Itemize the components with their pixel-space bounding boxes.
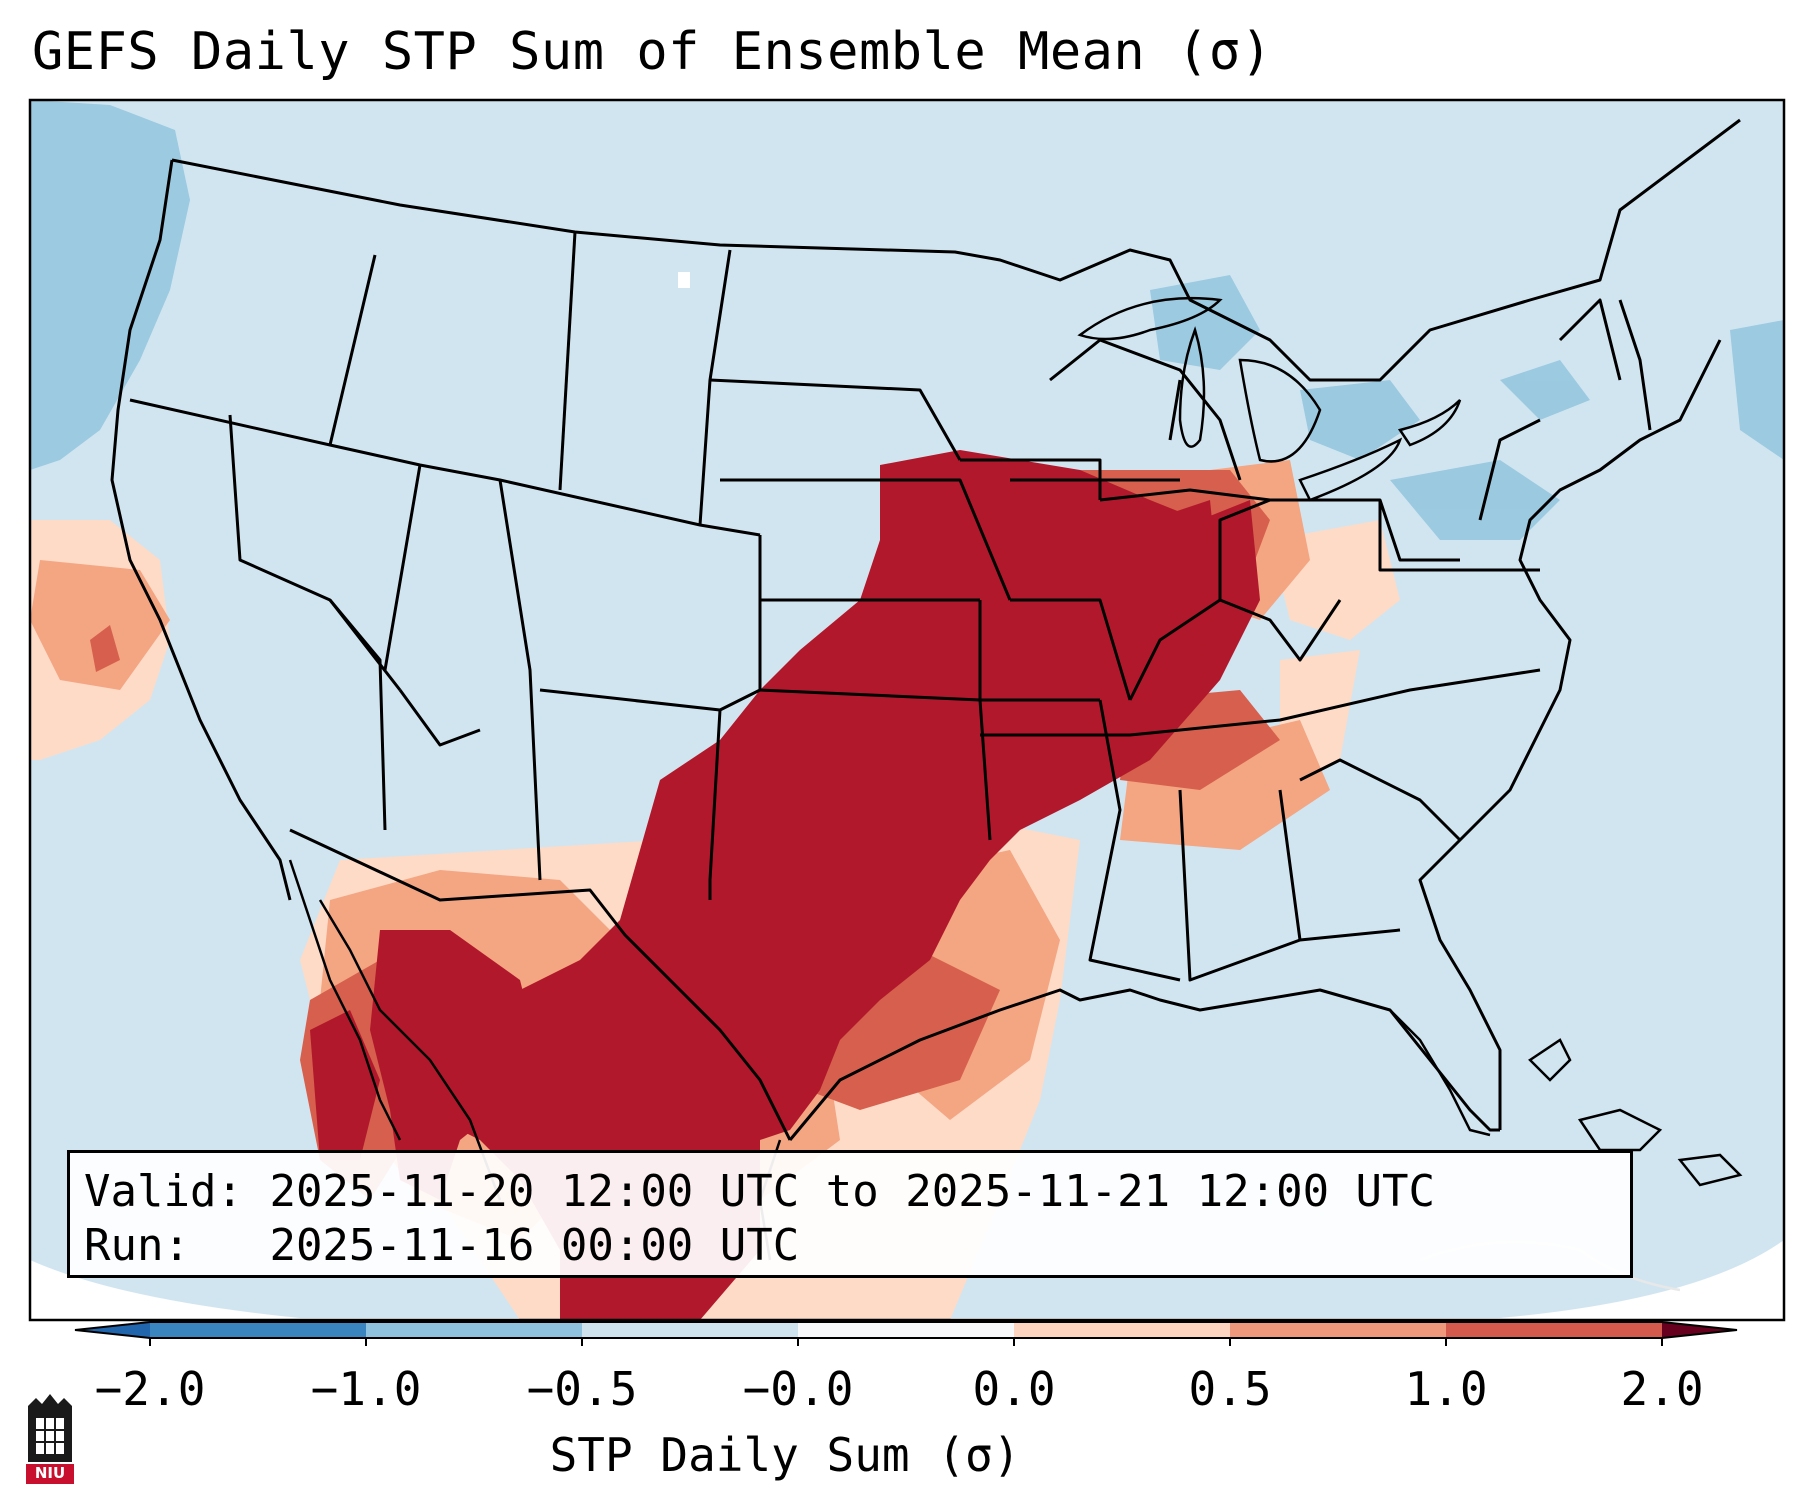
run-label: Run: bbox=[84, 1220, 190, 1271]
niu-logo-icon bbox=[26, 1394, 74, 1484]
colorbar-tick-label: −0.5 bbox=[526, 1362, 638, 1416]
colorbar-tick-label: 2.0 bbox=[1620, 1362, 1704, 1416]
colorbar-segment-7 bbox=[1446, 1322, 1662, 1338]
colorbar-tick-label: 0.0 bbox=[972, 1362, 1056, 1416]
run-time: 2025-11-16 00:00 UTC bbox=[269, 1220, 800, 1271]
colorbar-tick-label: 1.0 bbox=[1404, 1362, 1488, 1416]
colorbar-segment-4 bbox=[798, 1322, 1014, 1338]
missing-data-pixel bbox=[678, 272, 690, 288]
colorbar-ticks bbox=[149, 1338, 1663, 1346]
colorbar-segment-1 bbox=[150, 1322, 366, 1338]
strong-positive-areas bbox=[310, 450, 1260, 1320]
colorbar-segment-6 bbox=[1230, 1322, 1446, 1338]
colorbar-tick-label: −1.0 bbox=[310, 1362, 422, 1416]
state-boundaries bbox=[110, 118, 1741, 1141]
niu-logo-text: NIU bbox=[34, 1464, 66, 1482]
valid-label: Valid: bbox=[84, 1166, 243, 1217]
colorbar-segment-3 bbox=[582, 1322, 798, 1338]
colorbar bbox=[74, 1321, 1738, 1346]
colorbar-segment-2 bbox=[366, 1322, 582, 1338]
great-lakes bbox=[1077, 296, 1462, 502]
colorbar-label: STP Daily Sum (σ) bbox=[549, 1428, 1021, 1482]
negative-anomaly-areas bbox=[30, 100, 1784, 540]
map-frame bbox=[28, 98, 1786, 1322]
colorbar-tick-label: −2.0 bbox=[94, 1362, 206, 1416]
colorbar-segment-5 bbox=[1014, 1322, 1230, 1338]
chart-title: GEFS Daily STP Sum of Ensemble Mean (σ) bbox=[32, 22, 1273, 82]
valid-time: 2025-11-20 12:00 UTC to 2025-11-21 12:00… bbox=[269, 1166, 1436, 1217]
colorbar-over-arrow bbox=[1662, 1322, 1737, 1338]
niu-logo: NIU bbox=[22, 1392, 78, 1488]
colorbar-tick-label: −0.0 bbox=[742, 1362, 854, 1416]
valid-run-info-box: Valid: 2025-11-20 12:00 UTC to 2025-11-2… bbox=[67, 1150, 1633, 1278]
colorbar-tick-label: 0.5 bbox=[1188, 1362, 1272, 1416]
colorbar-under-arrow bbox=[75, 1322, 150, 1338]
